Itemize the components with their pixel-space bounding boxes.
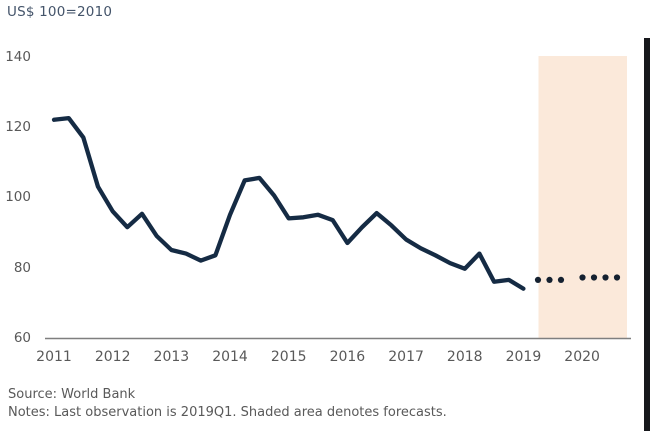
- x-axis-tick-label: 2017: [388, 349, 424, 365]
- forecast-dot: [590, 274, 598, 281]
- forecast-dot: [546, 276, 553, 283]
- forecast-dot: [579, 274, 586, 281]
- chart-title: US$ 100=2010: [7, 4, 113, 20]
- x-axis-tick-label: 2013: [153, 349, 190, 365]
- forecast-shaded-area: [538, 56, 627, 338]
- notes-text: Notes: Last observation is 2019Q1. Shade…: [8, 405, 447, 420]
- x-axis-tick-label: 2014: [212, 349, 248, 365]
- x-axis-tick-label: 2019: [505, 349, 542, 365]
- forecast-dot: [602, 274, 609, 281]
- x-axis-tick-label: 2018: [446, 349, 483, 365]
- x-axis-tick-label: 2016: [329, 349, 366, 365]
- price-index-line: [51, 115, 526, 291]
- y-axis-tick-label: 80: [13, 259, 31, 276]
- y-axis-tick-label: 140: [5, 48, 31, 65]
- y-axis-tick-label: 100: [5, 189, 31, 206]
- y-axis-tick-label: 120: [5, 118, 31, 135]
- forecast-dot: [534, 276, 542, 283]
- forecast-dot: [557, 276, 565, 283]
- x-axis-tick-label: 2011: [36, 349, 72, 365]
- x-axis-tick-label: 2020: [564, 349, 600, 365]
- x-axis-tick-label: 2015: [270, 349, 307, 365]
- right-edge-border: [644, 38, 650, 431]
- x-axis-tick-label: 2012: [94, 349, 131, 365]
- source-note: Source: World Bank: [8, 387, 136, 402]
- y-axis-tick-label: 60: [13, 330, 31, 346]
- forecast-dot: [613, 274, 621, 281]
